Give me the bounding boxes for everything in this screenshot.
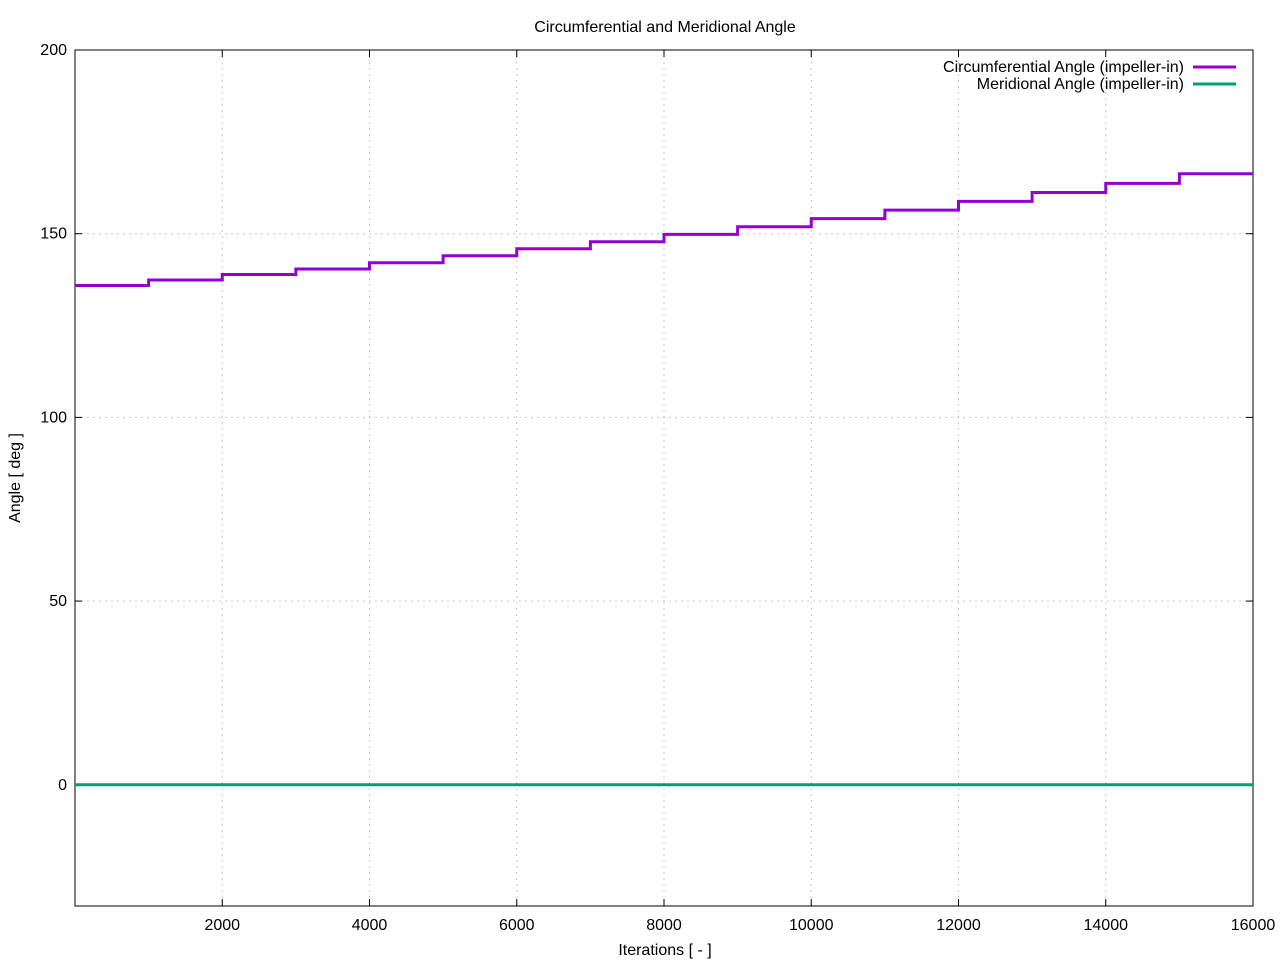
x-tick-label: 8000 [646, 917, 682, 934]
y-tick-label: 50 [49, 593, 67, 610]
x-tick-label: 10000 [789, 917, 834, 934]
x-tick-label: 12000 [936, 917, 981, 934]
axis-ticks: 2000 4000 6000 8000 10000 12000 14000 16000 0 50 1… [40, 42, 1275, 934]
x-axis-label: Iterations [ - ] [618, 942, 711, 959]
y-axis-label: Angle [ deg ] [7, 433, 24, 523]
legend: Circumferential Angle (impeller-in)Merid… [943, 59, 1236, 93]
gridlines [75, 50, 1253, 906]
y-tick-label: 150 [40, 226, 67, 243]
x-tick-label: 14000 [1084, 917, 1129, 934]
y-tick-label: 100 [40, 409, 67, 426]
x-tick-label: 6000 [499, 917, 535, 934]
y-tick-label: 200 [40, 42, 67, 59]
chart-title: Circumferential and Meridional Angle [534, 19, 796, 36]
series-lines [75, 172, 1253, 787]
legend-label: Meridional Angle (impeller-in) [977, 76, 1184, 93]
x-tick-label: 16000 [1231, 917, 1276, 934]
x-tick-label: 2000 [204, 917, 240, 934]
series-line-circumferential-angle [75, 172, 1253, 287]
legend-label: Circumferential Angle (impeller-in) [943, 59, 1184, 76]
y-tick-label: 0 [58, 777, 67, 794]
x-tick-label: 4000 [352, 917, 388, 934]
